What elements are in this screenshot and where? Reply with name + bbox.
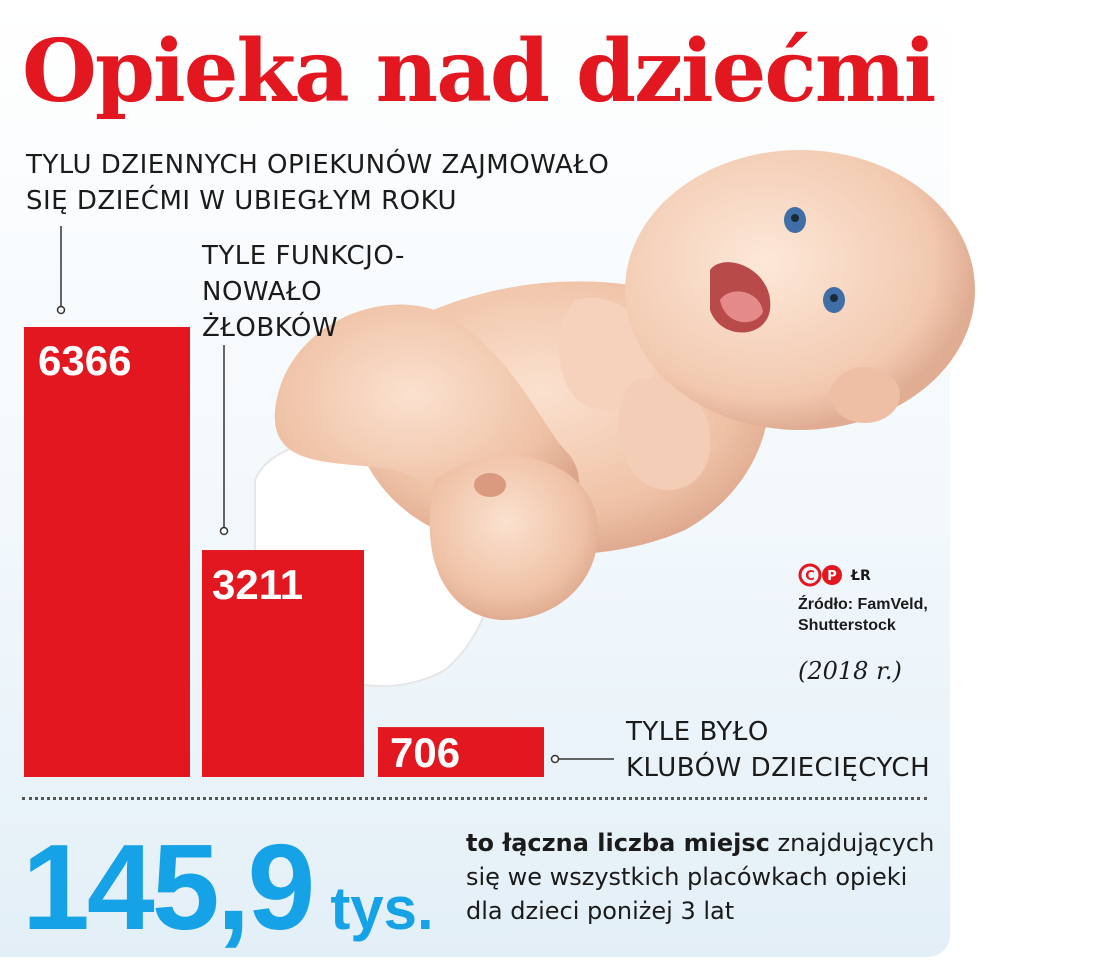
total-description-bold: to łączna liczba miejsc [466, 829, 770, 857]
year-label: (2018 r.) [798, 657, 902, 685]
bar-value-nurseries: 3211 [212, 561, 304, 608]
source-credit: Źródło: FamVeld, Shutterstock [798, 596, 928, 634]
author-initials: ŁR [851, 568, 871, 584]
page-title: Opieka nad dziećmi [22, 21, 936, 122]
baby-photo [254, 150, 975, 687]
svg-text:P: P [827, 569, 837, 584]
bar-value-caregivers: 6366 [38, 337, 132, 384]
dotted-divider [22, 797, 927, 800]
cp-logo-icon: C P [798, 563, 842, 587]
total-number: 145,9 [22, 819, 315, 955]
svg-text:C: C [805, 569, 815, 584]
bar-value-clubs: 706 [390, 729, 461, 776]
total-places: 145,9 tys. [22, 822, 434, 952]
caption-nurseries: TYLE FUNKCJO- NOWAŁO ŻŁOBKÓW [202, 241, 405, 343]
total-description-text: znajdujących się we wszystkich placówkac… [466, 829, 935, 925]
total-unit: tys. [330, 875, 434, 942]
caption-clubs: TYLE BYŁO KLUBÓW DZIECIĘCYCH [626, 717, 931, 783]
total-description: to łączna liczba miejsc znajdujących się… [466, 826, 936, 928]
caption-caregivers: TYLU DZIENNYCH OPIEKUNÓW ZAJMOWAŁO SIĘ D… [26, 150, 610, 216]
